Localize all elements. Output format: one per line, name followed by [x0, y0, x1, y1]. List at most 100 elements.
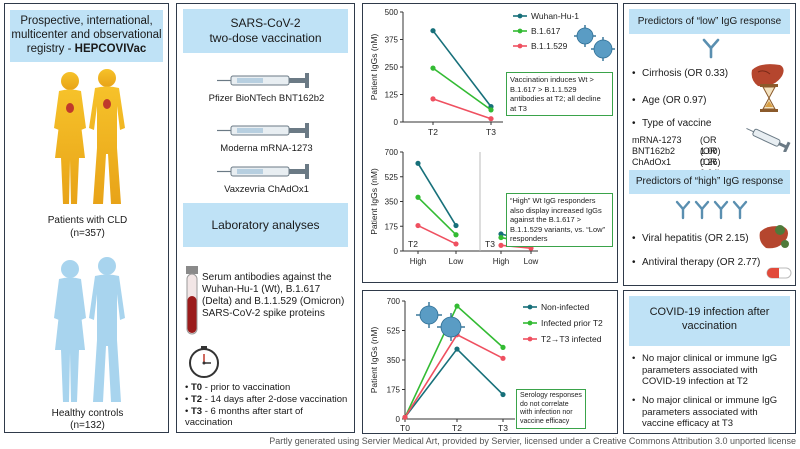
liver-icon	[751, 64, 784, 87]
controls-label: Healthy controls	[51, 408, 124, 419]
registry-acronym: HEPCOVIVac	[74, 43, 147, 55]
registry-line-1: Prospective, international,	[20, 15, 153, 27]
variant-charts-panel: 500 375 250 125 0 Patient IgGs (nM) T2 T3 Wuhan-…	[362, 3, 618, 283]
virus-icon	[574, 25, 615, 61]
series-point	[500, 344, 506, 350]
legend-label: Infected prior T2	[541, 318, 603, 328]
series-line	[432, 98, 492, 120]
y-tick-label: 125	[385, 91, 399, 100]
series-t2-line	[417, 196, 457, 236]
group-label: T2	[408, 239, 418, 249]
vaccination-title-2: two-dose vaccination	[209, 31, 322, 45]
series-point	[402, 414, 408, 420]
legend-marker	[527, 304, 533, 310]
serum-antibodies-text: Serum antibodies against the Wuhan-Hu-1 …	[202, 272, 345, 319]
x-tick-label: T0	[400, 423, 410, 433]
legend-marker	[517, 43, 523, 49]
virus-icon	[416, 302, 465, 341]
group-label: T3	[485, 239, 495, 249]
chart3-annotation: Serology responses do not correlate with…	[516, 389, 586, 429]
series-t3-point	[498, 242, 504, 248]
timeline-item: • T0 - prior to vaccination	[185, 382, 291, 393]
y-tick-label: 525	[385, 173, 399, 182]
covid-finding-t2: No major clinical or immune IgG paramete…	[632, 353, 790, 388]
series-point	[454, 346, 460, 352]
x-tick-label: Low	[449, 257, 464, 266]
y-tick-label: 375	[385, 36, 399, 45]
y-tick-label: 175	[387, 386, 401, 395]
lab-header: Laboratory analyses	[183, 203, 348, 247]
series-point	[488, 116, 494, 122]
series-t2-point	[415, 194, 421, 200]
low-predictors-header: Predictors of “low” IgG response	[629, 9, 790, 34]
clock-icon	[189, 346, 219, 378]
x-tick-label: T3	[486, 127, 496, 137]
legend-marker	[517, 28, 523, 34]
patients-label: Patients with CLD	[47, 215, 128, 226]
series-t2-line	[417, 224, 457, 245]
predictor-cirrhosis: Cirrhosis (OR 0.33)	[632, 68, 728, 80]
legend-label: B.1.617	[531, 26, 561, 36]
series-point	[430, 65, 436, 71]
healthy-controls-silhouette-icon	[54, 257, 125, 402]
y-tick-label: 700	[385, 148, 399, 157]
legend-marker	[517, 13, 523, 19]
infected-liver-icon	[759, 225, 789, 249]
timeline-item: • T2 - 14 days after 2-dose vaccination	[185, 394, 348, 405]
predictors-panel: Predictors of “low” IgG response Cirrhos…	[623, 3, 796, 286]
y-tick-label: 700	[387, 297, 401, 306]
y-tick-label: 250	[385, 63, 399, 72]
footer-credit: Partly generated using Servier Medical A…	[269, 436, 796, 446]
covid-header: COVID-19 infection after vaccination	[629, 296, 790, 346]
vaccine-astrazeneca: Vaxzevria ChAdOx1	[224, 184, 309, 195]
legend-label: T2→T3 infected	[541, 334, 602, 344]
controls-count: (n=132)	[70, 420, 105, 431]
legend-marker	[527, 320, 533, 326]
series-line	[404, 347, 504, 418]
registry-header: Prospective, international, multicenter …	[10, 10, 163, 62]
vaccine-or-row: ChAdOx1(OR 0.04)	[632, 157, 721, 178]
series-t2-point	[415, 222, 421, 229]
series-line	[432, 30, 492, 108]
series-point	[430, 28, 436, 34]
y-tick-label: 500	[385, 8, 399, 17]
series-point	[500, 391, 506, 398]
series-t2-point	[415, 160, 421, 166]
x-tick-label: T3	[498, 423, 508, 433]
series-t2-point	[453, 241, 459, 247]
series-t3-point	[498, 234, 504, 241]
predictor-vaccine-type: Type of vaccine	[632, 118, 712, 130]
series-point	[454, 303, 460, 309]
x-tick-label: T2	[452, 423, 462, 433]
patients-count: (n=357)	[70, 228, 105, 239]
covid-finding-t3: No major clinical or immune IgG paramete…	[632, 395, 790, 430]
timeline: • T0 - prior to vaccination • T2 - 14 da…	[185, 382, 353, 429]
vaccine-or-row: mRNA-1273 (OR 1.00)	[632, 135, 721, 156]
series-t2-line	[417, 162, 457, 226]
y-axis-label: Patient IgGs (nM)	[369, 168, 379, 235]
registry-line-2: multicenter and observational	[11, 29, 162, 41]
legend-label: Wuhan-Hu-1	[531, 11, 579, 21]
series-t3-point	[528, 245, 534, 251]
legend-marker	[527, 336, 533, 342]
y-tick-label: 350	[385, 198, 399, 207]
vaccination-header: SARS-CoV-2 two-dose vaccination	[183, 9, 348, 53]
syringe-icon	[217, 73, 309, 88]
antibody-icon	[702, 38, 720, 59]
registry-line-3: registry -	[26, 43, 75, 55]
timeline-item: • T3 - 6 months after start of vaccinati…	[185, 406, 303, 428]
x-tick-label: Low	[524, 257, 539, 266]
series-line	[432, 67, 492, 111]
vaccination-panel: SARS-CoV-2 two-dose vaccination Pfizer B…	[176, 3, 355, 433]
vaccine-pfizer: Pfizer BioNTech BNT162b2	[208, 93, 325, 104]
y-tick-label: 0	[396, 415, 401, 424]
hourglass-icon	[760, 84, 778, 112]
vaccine-or-row: BNT162b2 (OR 0.26)	[632, 146, 721, 167]
series-point	[430, 96, 436, 102]
patients-silhouette-icon	[54, 69, 125, 204]
pill-icon	[766, 267, 792, 279]
vaccination-title-1: SARS-CoV-2	[230, 16, 301, 30]
x-tick-label: High	[410, 257, 426, 266]
chart-variant-timepoints: 500 375 250 125 0 Patient IgGs (nM) T2 T3 Wuhan-…	[369, 8, 579, 137]
x-tick-label: T2	[428, 127, 438, 137]
